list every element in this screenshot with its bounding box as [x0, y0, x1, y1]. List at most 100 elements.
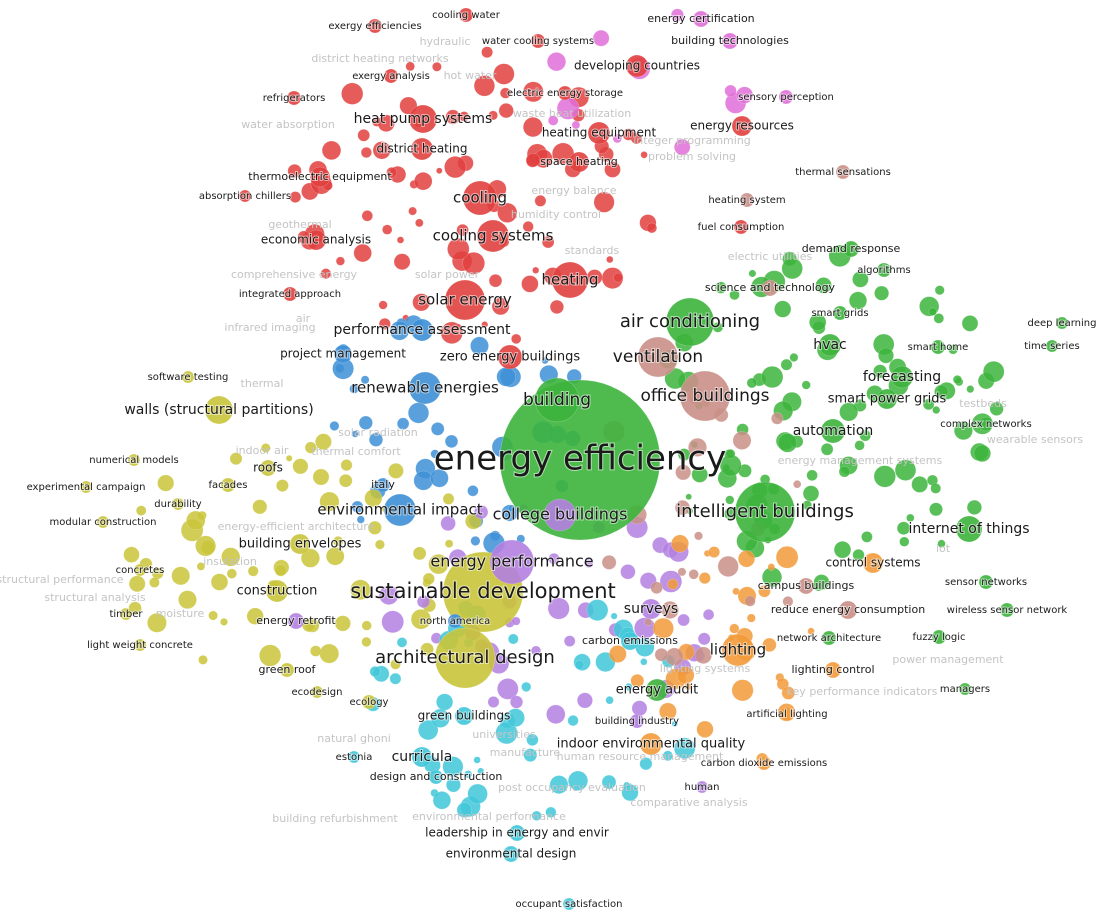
faint-keyword-label: solar radiation — [338, 426, 417, 439]
keyword-bubble — [874, 466, 896, 488]
keyword-bubble — [611, 613, 617, 619]
faint-keyword-label: iot — [936, 542, 951, 555]
keyword-bubble — [983, 361, 1004, 382]
faint-keyword-label: key performance indicators — [787, 685, 938, 698]
keyword-label: economic analysis — [261, 233, 371, 247]
faint-keyword-label: standards — [565, 244, 620, 257]
keyword-bubble — [220, 618, 227, 625]
keyword-bubble — [609, 645, 626, 662]
keyword-bubble — [640, 658, 647, 665]
faint-keyword-label: wearable sensors — [987, 433, 1084, 446]
faint-keyword-label: natural ghoni — [317, 732, 391, 745]
keyword-bubble — [388, 463, 403, 478]
keyword-label: italy — [371, 478, 395, 491]
keyword-label: project management — [280, 347, 406, 361]
keyword-label: energy efficiency — [434, 439, 727, 479]
keyword-bubble — [564, 636, 575, 647]
keyword-bubble — [974, 445, 991, 462]
keyword-label: electric energy storage — [507, 88, 623, 99]
keyword-bubble — [632, 701, 647, 716]
keyword-bubble — [198, 655, 207, 664]
keyword-bubble — [855, 441, 865, 451]
keyword-label: heating equipment — [542, 126, 657, 140]
keyword-bubble — [409, 207, 417, 215]
keyword-label: timber — [109, 609, 143, 620]
keyword-label: demand response — [802, 242, 901, 255]
keyword-bubble — [471, 536, 480, 545]
keyword-bubble — [414, 471, 433, 490]
keyword-bubble — [546, 705, 565, 724]
keyword-bubble — [390, 673, 401, 684]
keyword-bubble — [335, 616, 351, 632]
keyword-label: lighting control — [791, 663, 874, 676]
keyword-label: space heating — [540, 155, 618, 168]
keyword-label: ecodesign — [292, 687, 343, 698]
keyword-bubble — [568, 715, 579, 726]
keyword-bubble — [732, 680, 753, 701]
keyword-bubble — [211, 574, 228, 591]
keyword-bubble — [726, 449, 735, 458]
keyword-bubble — [468, 784, 488, 804]
keyword-bubble — [433, 791, 451, 809]
keyword-bubble — [293, 459, 308, 474]
keyword-bubble — [508, 634, 518, 644]
keyword-label: sensor networks — [945, 577, 1027, 588]
keyword-bubble — [522, 276, 539, 293]
keyword-bubble — [172, 567, 190, 585]
keyword-label: cooling — [453, 189, 507, 207]
keyword-bubble — [900, 537, 910, 547]
keyword-label: environmental design — [446, 847, 577, 861]
keyword-label: deep learning — [1028, 318, 1097, 329]
keyword-bubble — [408, 403, 429, 424]
keyword-label: thermal sensations — [795, 167, 891, 178]
keyword-bubble — [718, 556, 739, 577]
keyword-label: architectural design — [375, 647, 555, 668]
keyword-label: environmental impact — [317, 501, 482, 519]
keyword-bubble — [550, 300, 564, 314]
faint-keyword-label: post occupancy evaluation — [498, 781, 646, 794]
keyword-bubble — [725, 85, 737, 97]
keyword-bubble — [671, 535, 688, 552]
keyword-label: numerical models — [89, 455, 178, 466]
keyword-bubble — [445, 540, 453, 548]
keyword-bubble — [698, 633, 710, 645]
keyword-bubble — [733, 431, 751, 449]
keyword-bubble — [606, 696, 614, 704]
faint-keyword-label: power management — [892, 653, 1004, 666]
faint-keyword-label: electric utilities — [728, 250, 813, 263]
keyword-bubble — [771, 413, 783, 425]
keyword-label: office buildings — [641, 386, 770, 406]
keyword-bubble — [521, 682, 531, 692]
keyword-bubble — [745, 596, 756, 607]
keyword-bubble — [776, 546, 798, 568]
keyword-label: facades — [209, 480, 248, 491]
keyword-label: building — [523, 390, 591, 410]
keyword-bubble — [861, 531, 872, 542]
keyword-bubble — [336, 257, 345, 266]
faint-keyword-label: infrared imaging — [224, 321, 315, 334]
keyword-label: intelligent buildings — [676, 501, 854, 522]
faint-keyword-label: thermal comfort — [311, 445, 401, 458]
keyword-label: software testing — [148, 372, 229, 383]
faint-keyword-label: universities — [472, 728, 536, 741]
faint-keyword-label: geothermal — [268, 218, 331, 231]
keyword-bubble — [932, 406, 940, 414]
keyword-bubble — [803, 486, 819, 502]
keyword-bubble — [774, 301, 791, 318]
keyword-bubble — [699, 572, 710, 583]
keyword-bubble — [647, 223, 657, 233]
keyword-bubble — [747, 614, 755, 622]
keyword-label: fuel consumption — [698, 222, 785, 233]
keyword-bubble — [931, 483, 941, 493]
keyword-bubble — [375, 540, 384, 549]
keyword-bubble — [431, 422, 444, 435]
keyword-label: roofs — [253, 461, 283, 475]
keyword-bubble — [697, 721, 714, 738]
keyword-bubble — [310, 646, 321, 657]
keyword-bubble — [577, 693, 592, 708]
keyword-bubble — [523, 117, 543, 137]
keyword-bubble — [703, 609, 714, 620]
keyword-bubble — [339, 474, 352, 487]
faint-keyword-label: problem solving — [648, 150, 736, 163]
keyword-bubble — [129, 576, 145, 592]
